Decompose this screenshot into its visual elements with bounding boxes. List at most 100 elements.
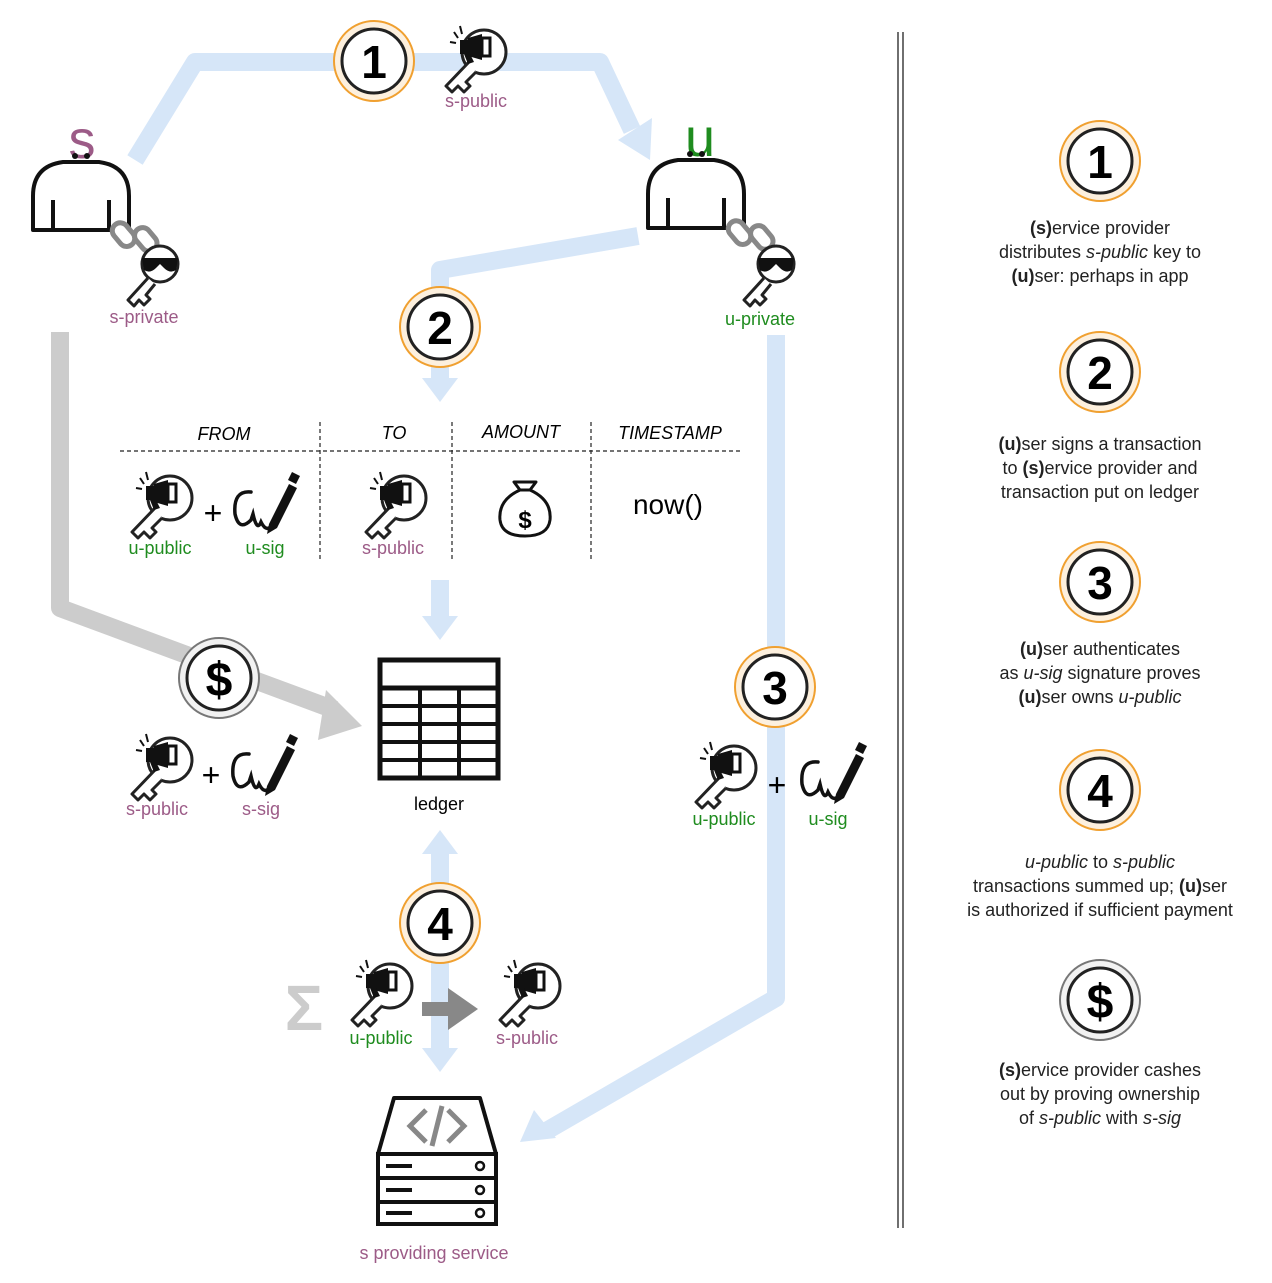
label-ledger: ledger [414, 794, 464, 814]
step4-badge: 4 [398, 881, 482, 965]
sidebar-text-segment: (s) [1022, 458, 1045, 478]
sidebar-text-segment: s-public [1113, 852, 1176, 872]
sidebar-text-segment: to [1088, 852, 1114, 872]
server-icon [376, 1096, 498, 1226]
label-tx-from-sig: u-sig [245, 538, 284, 558]
public-key-icon [130, 732, 194, 802]
sidebar-text-segment: ser authenticates [1042, 639, 1181, 659]
arrow-right-icon [422, 988, 478, 1030]
actor-user: u u-private [646, 108, 796, 329]
sidebar-line: of s-public with s-sig [950, 1106, 1250, 1130]
public-key-icon [694, 740, 758, 810]
public-key-icon [364, 470, 428, 540]
sidebar-text-segment: (s) [1029, 218, 1052, 238]
sidebar-badge-number: 2 [1087, 347, 1113, 399]
table-header-amount: AMOUNT [481, 422, 562, 442]
sidebar-text-segment: ervice provider and [1044, 458, 1198, 478]
sidebar-text-segment: (u) [1018, 687, 1042, 707]
label-cashout-key: s-public [126, 799, 188, 819]
sidebar-text-segment: s-public [1085, 242, 1149, 262]
label-tx-now: now() [633, 489, 703, 520]
step1-number: 1 [361, 36, 387, 88]
label-tx-to-key: s-public [362, 538, 424, 558]
private-key-icon [742, 244, 796, 308]
sidebar-text-segment: ser signs a transaction [1021, 434, 1202, 454]
sidebar-text-segment: out by proving ownership [999, 1084, 1201, 1104]
sidebar-line: to (s)ervice provider and [950, 456, 1250, 480]
plus-sign: + [204, 495, 223, 531]
sidebar-text-3: (u)ser authenticates as u-sig signature p… [950, 637, 1250, 709]
arrow-step4-head-down [422, 1048, 458, 1072]
step3-number: 3 [762, 662, 788, 714]
table-header-from: FROM [198, 424, 251, 444]
label-step1-key: s-public [445, 91, 507, 111]
step1-badge: 1 [332, 19, 416, 103]
label-tx-from-key: u-public [128, 538, 191, 558]
ledger-icon [377, 657, 501, 781]
sidebar-line: (u)ser signs a transaction [950, 432, 1250, 456]
plus-sign: + [768, 767, 787, 803]
sidebar-line: as u-sig signature proves [950, 661, 1250, 685]
table-header-to: TO [382, 423, 407, 443]
sidebar-badge-number: 1 [1087, 136, 1113, 188]
sidebar-badge-3: 3 [1058, 540, 1142, 624]
sidebar-text-segment: u-public [1118, 687, 1182, 707]
sidebar-text-segment: (u) [1179, 876, 1203, 896]
sidebar-line: (s)ervice provider cashes [950, 1058, 1250, 1082]
label-auth-sig: u-sig [808, 809, 847, 829]
step4-number: 4 [427, 898, 453, 950]
sidebar-text-segment: of [1018, 1108, 1039, 1128]
arrow-step1-head [618, 118, 652, 160]
label-sum-from: u-public [349, 1028, 412, 1048]
sidebar-text-segment: (u) [1011, 266, 1035, 286]
label-sum-to: s-public [496, 1028, 558, 1048]
sidebar-text-segment: (u) [1019, 639, 1043, 659]
divider [897, 32, 904, 1228]
public-key-icon [350, 958, 414, 1028]
sidebar-badge-4: 4 [1058, 748, 1142, 832]
public-key-icon [130, 470, 194, 540]
sidebar-line: distributes s-public key to [950, 240, 1250, 264]
sidebar-line: (s)ervice provider [950, 216, 1250, 240]
sidebar-text-segment: as [999, 663, 1024, 683]
sidebar-text-segment: (u) [998, 434, 1022, 454]
arrow-step4-head-up [422, 830, 458, 854]
sidebar-badge-number: $ [1087, 976, 1114, 1029]
sidebar-line: u-public to s-public [950, 850, 1250, 874]
private-key-icon [126, 244, 180, 308]
arrow-step3 [543, 335, 785, 1138]
person-icon [646, 149, 746, 230]
label-service: s providing service [359, 1243, 508, 1263]
sidebar-text-segment: key to [1148, 242, 1202, 262]
sidebar-text-segment: s-sig [1143, 1108, 1182, 1128]
sidebar-text-segment: s-public [1038, 1108, 1101, 1128]
transaction-table: FROM TO AMOUNT TIMESTAMP + u-public u-si… [120, 422, 742, 562]
sidebar-text-segment: to [1002, 458, 1023, 478]
sidebar-badge-number: 4 [1087, 765, 1113, 817]
sidebar-text-segment: transaction put on ledger [1000, 482, 1200, 502]
public-key-icon [498, 958, 562, 1028]
money-bag-icon: $ [498, 480, 552, 538]
sidebar-text-1: (s)ervice provider distributes s-public k… [950, 216, 1250, 288]
sidebar-text-segment: ser: perhaps in app [1034, 266, 1189, 286]
signature-icon [800, 740, 869, 806]
sidebar-badge-number: 3 [1087, 557, 1113, 609]
svg-text:$: $ [518, 507, 532, 534]
sidebar-text-2: (u)ser signs a transaction to (s)ervice p… [950, 432, 1250, 504]
actor-service-provider: s s-private [31, 110, 180, 327]
sidebar-text-segment: ervice provider cashes [1020, 1060, 1202, 1080]
cashout-dollar: $ [206, 654, 233, 707]
sigma-icon: Σ [285, 972, 323, 1044]
sidebar-text-segment: ser owns [1041, 687, 1119, 707]
arrow-step3-head [520, 1110, 556, 1142]
label-s-private: s-private [109, 307, 178, 327]
sidebar-line: (u)ser: perhaps in app [950, 264, 1250, 288]
sidebar-text-segment: is authorized if sufficient payment [967, 900, 1233, 920]
step3-badge: 3 [733, 645, 817, 729]
sidebar-line: (u)ser owns u-public [950, 685, 1250, 709]
sidebar-line: is authorized if sufficient payment [950, 898, 1250, 922]
cashout-badge: $ [177, 636, 261, 720]
sidebar-badge-2: 2 [1058, 330, 1142, 414]
sidebar-badge-dollar: $ [1058, 958, 1142, 1042]
sidebar-text-segment: with [1101, 1108, 1144, 1128]
